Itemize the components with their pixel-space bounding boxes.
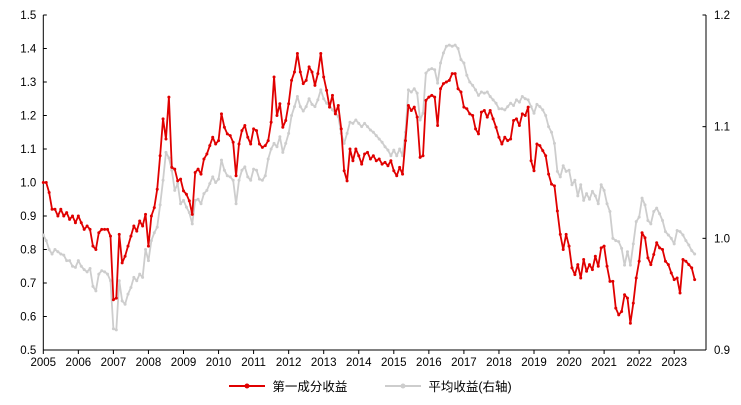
chart-legend: 第一成分收益 平均收益(右轴) <box>0 376 741 395</box>
x-axis-tick-label: 2011 <box>241 357 266 369</box>
left-axis-tick-label: 1.4 <box>20 44 37 56</box>
left-axis-tick-label: 0.6 <box>20 312 36 324</box>
left-axis-tick-label: 1.2 <box>20 111 36 123</box>
legend-item-series2: 平均收益(右轴) <box>385 376 512 395</box>
x-axis-tick-label: 2020 <box>556 357 582 369</box>
left-axis-tick-label: 1.3 <box>20 77 36 89</box>
series-markers-1 <box>41 52 697 325</box>
left-axis-tick-label: 0.7 <box>20 278 36 290</box>
x-axis-tick-label: 2022 <box>626 357 652 369</box>
x-axis-tick-label: 2021 <box>591 357 617 369</box>
x-axis-tick-label: 2016 <box>416 357 442 369</box>
right-axis-tick-label: 1.0 <box>714 233 730 245</box>
right-axis-tick-label: 0.9 <box>714 345 730 357</box>
x-axis-tick-label: 2010 <box>206 357 232 369</box>
left-axis-tick-label: 0.8 <box>20 245 36 257</box>
left-axis-tick-label: 1.1 <box>20 144 36 156</box>
series1-line-marker-icon <box>229 383 266 388</box>
legend-label-series2: 平均收益(右轴) <box>428 380 512 394</box>
x-axis-tick-label: 2008 <box>136 357 162 369</box>
x-axis-tick-label: 2009 <box>171 357 197 369</box>
x-axis-tick-label: 2018 <box>486 357 512 369</box>
x-axis-tick-label: 2014 <box>346 357 372 369</box>
x-axis-tick-label: 2005 <box>31 357 57 369</box>
right-axis-tick-label: 1.1 <box>714 122 730 134</box>
legend-item-series1: 第一成分收益 <box>229 376 347 395</box>
right-axis-tick-label: 1.2 <box>714 10 730 22</box>
x-axis-tick-label: 2006 <box>66 357 92 369</box>
series2-line-marker-icon <box>385 383 422 388</box>
x-axis-tick-label: 2007 <box>101 357 127 369</box>
x-axis-tick-label: 2019 <box>521 357 547 369</box>
x-axis-tick-label: 2012 <box>276 357 302 369</box>
left-axis-tick-label: 0.9 <box>20 211 36 223</box>
x-axis-tick-label: 2013 <box>311 357 337 369</box>
legend-label-series1: 第一成分收益 <box>272 380 348 394</box>
x-axis-tick-label: 2023 <box>661 357 687 369</box>
left-axis-tick-label: 1.5 <box>20 10 36 22</box>
left-axis-tick-label: 1.0 <box>20 178 36 190</box>
series-line-1 <box>42 52 696 325</box>
x-axis-tick-label: 2015 <box>381 357 407 369</box>
series-line-2 <box>42 44 696 331</box>
left-axis-tick-label: 0.5 <box>20 345 36 357</box>
series-markers-2 <box>41 43 697 332</box>
x-axis-tick-label: 2017 <box>451 357 477 369</box>
